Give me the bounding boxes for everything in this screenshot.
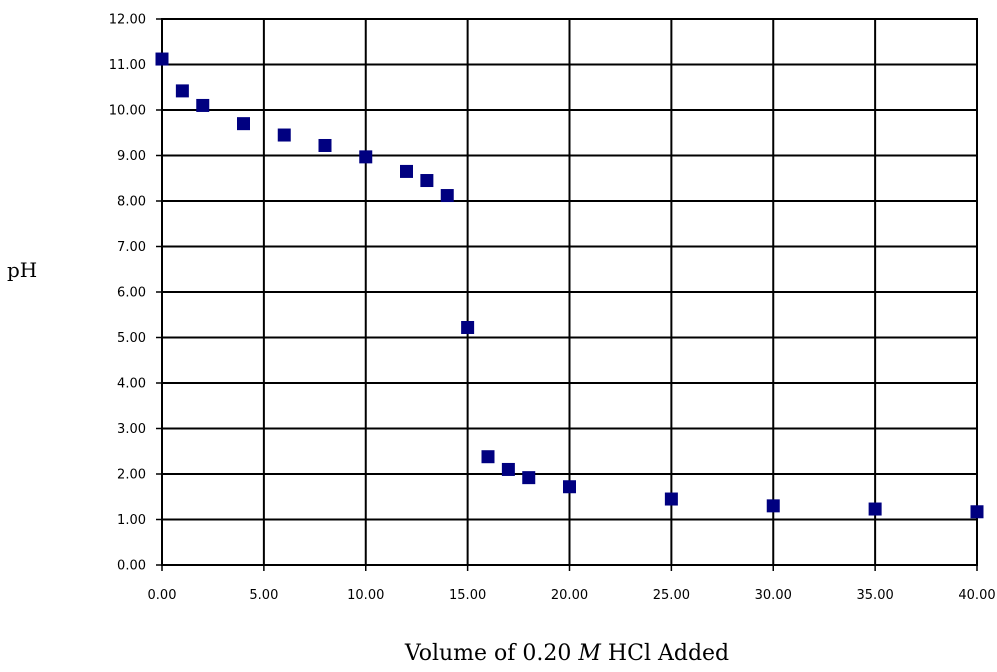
data-point bbox=[868, 502, 882, 516]
data-point bbox=[664, 492, 678, 506]
plot-border bbox=[161, 18, 978, 566]
data-point bbox=[318, 138, 332, 152]
x-tick-label: 25.00 bbox=[653, 588, 690, 603]
data-points bbox=[155, 52, 984, 519]
data-point bbox=[501, 462, 515, 476]
y-tick-label: 0.00 bbox=[117, 559, 146, 574]
x-axis-label-italic: M bbox=[577, 641, 601, 666]
data-point bbox=[359, 150, 373, 164]
y-tick-label: 2.00 bbox=[117, 468, 146, 483]
data-point bbox=[766, 499, 780, 513]
x-axis-label-prefix: Volume of 0.20 bbox=[404, 641, 579, 666]
plot-frame bbox=[161, 18, 978, 566]
y-axis-label: pH bbox=[7, 258, 37, 282]
data-point bbox=[461, 320, 475, 334]
x-tick-label: 5.00 bbox=[249, 588, 278, 603]
x-tick-label: 0.00 bbox=[148, 588, 177, 603]
data-point bbox=[237, 117, 250, 131]
data-point bbox=[481, 450, 495, 464]
data-point bbox=[155, 52, 169, 66]
y-tick-label: 4.00 bbox=[117, 377, 146, 392]
y-tick-label: 6.00 bbox=[117, 286, 146, 301]
x-axis-label: Volume of 0.20 M HCl Added bbox=[404, 641, 729, 666]
data-point bbox=[970, 505, 984, 519]
x-axis-label-suffix: HCl Added bbox=[601, 641, 729, 666]
y-tick-label: 3.00 bbox=[117, 422, 146, 437]
data-point bbox=[563, 480, 576, 494]
data-point bbox=[196, 98, 210, 112]
y-tick-labels: 0.00 1.00 2.00 3.00 4.00 5.00 6.00 7.00 8.00 9.00… bbox=[109, 13, 146, 574]
x-tick-label: 20.00 bbox=[551, 588, 588, 603]
x-tick-label: 30.00 bbox=[755, 588, 792, 603]
data-point bbox=[277, 128, 291, 142]
data-point bbox=[175, 84, 189, 98]
x-tick-label: 15.00 bbox=[449, 588, 486, 603]
y-tick-label: 7.00 bbox=[117, 240, 146, 255]
y-tick-label: 9.00 bbox=[117, 149, 146, 164]
x-tick-label: 10.00 bbox=[347, 588, 384, 603]
data-point bbox=[440, 189, 454, 203]
y-tick-label: 11.00 bbox=[109, 58, 146, 73]
y-tick-label: 1.00 bbox=[117, 513, 146, 528]
y-tick-label: 12.00 bbox=[109, 13, 146, 28]
x-tick-label: 40.00 bbox=[958, 588, 995, 603]
data-point bbox=[400, 164, 413, 178]
y-tick-label: 5.00 bbox=[117, 331, 146, 346]
y-tick-label: 8.00 bbox=[117, 195, 146, 210]
data-point bbox=[522, 471, 536, 485]
x-tick-labels: 0.00 5.00 10.00 15.00 20.00 25.00 30.00 35.00 40… bbox=[148, 588, 996, 603]
y-tick-label: 10.00 bbox=[109, 104, 146, 119]
data-point bbox=[420, 174, 434, 188]
x-tick-label: 35.00 bbox=[857, 588, 894, 603]
